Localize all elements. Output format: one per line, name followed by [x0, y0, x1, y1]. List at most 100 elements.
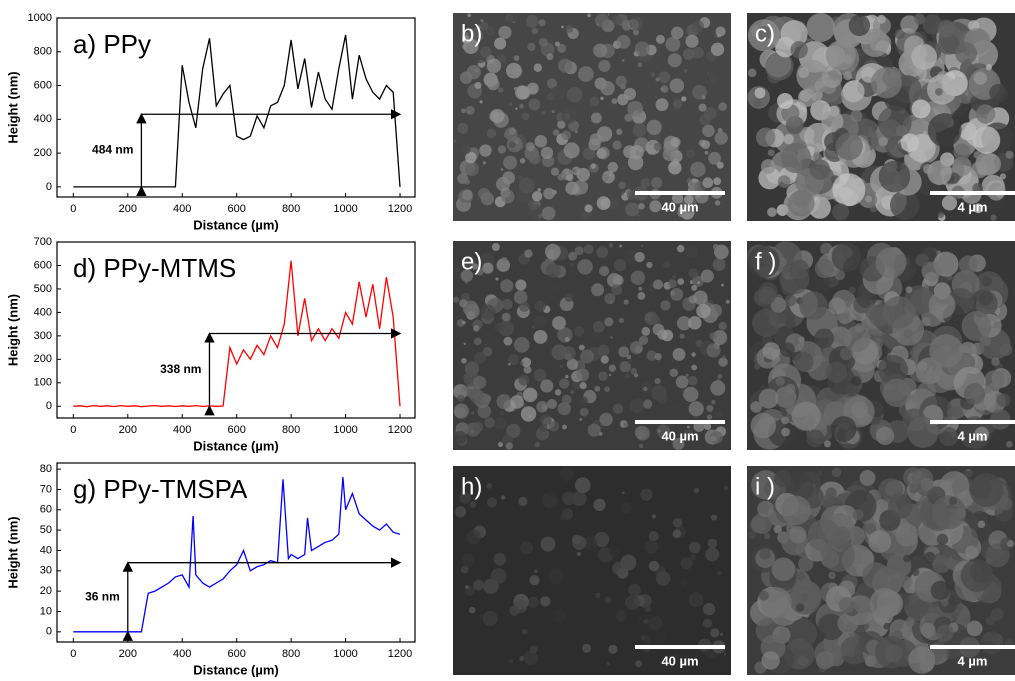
sem-grain [541, 537, 556, 552]
sem-grain [506, 63, 522, 79]
x-tick-label: 800 [282, 424, 300, 436]
sem-grain [658, 71, 670, 83]
sem-grain [875, 636, 908, 669]
sem-grain [471, 411, 474, 414]
sem-grain [519, 301, 530, 312]
sem-grain [912, 99, 931, 118]
sem-grain [816, 651, 834, 669]
sem-grain [832, 203, 849, 220]
sem-grain [588, 424, 601, 437]
sem-grain [657, 394, 668, 405]
sem-grain [561, 25, 564, 28]
sem-grain [685, 36, 687, 38]
sem-grain [756, 128, 775, 147]
sem-grain [478, 188, 490, 200]
sem-grain [584, 244, 594, 254]
sem-grain [721, 284, 724, 287]
sem-grain [520, 158, 525, 163]
sem-grain [567, 87, 583, 103]
sem-grain [979, 291, 993, 305]
sem-grain [752, 309, 780, 337]
sem-grain [711, 436, 717, 442]
sem-grain [597, 23, 599, 25]
sem-grain [688, 376, 698, 386]
sem-grain [673, 518, 683, 528]
sem-grain [980, 153, 1001, 174]
y-tick-label: 100 [34, 377, 52, 389]
sem-grain [596, 148, 606, 158]
sem-grain [522, 629, 528, 635]
sem-grain [663, 261, 670, 268]
sem-grain [473, 376, 486, 389]
sem-grain [870, 588, 900, 618]
sem-grain [520, 428, 524, 432]
chart-title: a) PPy [73, 29, 151, 59]
sem-grain [515, 279, 526, 290]
sem-grain [883, 296, 915, 328]
y-tick-label: 50 [40, 524, 52, 536]
sem-grain [470, 501, 476, 507]
sem-grain [691, 352, 695, 356]
x-axis-label: Distance (µm) [193, 662, 279, 677]
sem-grain [709, 332, 716, 339]
sem-grain [693, 290, 708, 305]
sem-grain [630, 341, 643, 354]
sem-grain [500, 279, 513, 292]
sem-grain [718, 102, 726, 110]
sem-grain [530, 645, 538, 653]
sem-grain [520, 362, 523, 365]
sem-grain [487, 378, 491, 382]
sem-grain [724, 486, 729, 491]
annotation-label: 338 nm [160, 362, 201, 376]
y-tick-label: 600 [34, 79, 52, 91]
sem-grain [504, 337, 513, 346]
sem-grain [638, 292, 646, 300]
sem-grain [670, 78, 685, 93]
sem-grain [601, 355, 609, 363]
sem-grain [1000, 343, 1012, 355]
sem-grain [498, 26, 511, 39]
sem-grain [562, 491, 576, 505]
sem-grain [776, 377, 785, 386]
y-tick-label: 200 [34, 147, 52, 159]
sem-grain [572, 169, 575, 172]
sem-grain [713, 258, 726, 271]
figure: 02004006008001000020040060080010001200Di… [0, 0, 1015, 681]
sem-grain [502, 299, 513, 310]
sem-grain [936, 624, 953, 641]
sem-grain [612, 141, 621, 150]
scale-bar-label: 4 µm [958, 653, 988, 668]
sem-grain [761, 159, 776, 174]
sem-grain [921, 478, 934, 491]
sem-grain [716, 411, 723, 418]
y-tick-label: 30 [40, 565, 52, 577]
sem-grain [664, 556, 671, 563]
sem-grain [851, 401, 868, 418]
sem-grain [633, 123, 647, 137]
sem-grain [717, 374, 722, 379]
sem-grain [532, 325, 535, 328]
sem-grain [521, 406, 536, 421]
sem-grain [649, 531, 659, 541]
sem-grain [806, 13, 835, 42]
sem-grain [487, 497, 497, 507]
sem-grain [624, 88, 636, 100]
sem-grain [976, 104, 995, 123]
sem-grain [990, 214, 996, 220]
sem-grain [768, 149, 775, 156]
sem-grain [513, 21, 515, 23]
sem-grain [609, 374, 612, 377]
y-tick-label: 800 [34, 46, 52, 58]
x-tick-label: 600 [228, 424, 246, 436]
sem-grain [967, 621, 983, 637]
sem-grain [645, 540, 659, 554]
sem-grain [652, 514, 656, 518]
sem-grain [579, 418, 582, 421]
sem-grain [865, 304, 880, 319]
sem-grain [670, 291, 675, 296]
sem-grain [901, 134, 919, 152]
sem-grain [947, 406, 962, 421]
x-tick-label: 1000 [333, 203, 357, 215]
panel-label: h) [461, 473, 482, 500]
sem-grain [552, 316, 566, 330]
